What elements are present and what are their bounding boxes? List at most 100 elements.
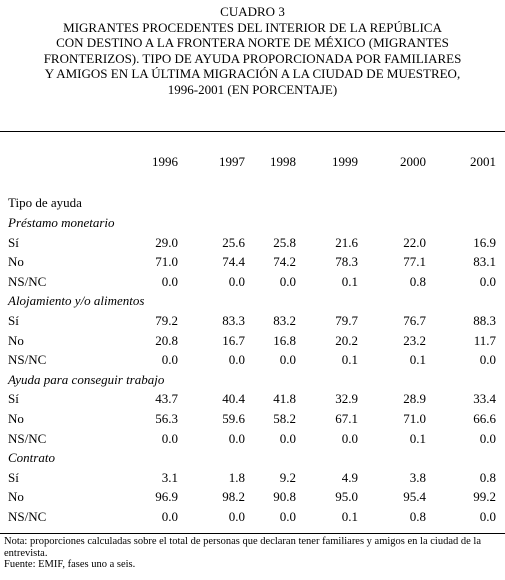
table-cell: 40.4 [222, 391, 245, 407]
year-header: 1996 [152, 154, 178, 169]
table-cell: 67.1 [335, 411, 358, 426]
table-cell: 22.0 [403, 234, 426, 250]
table-notes: Nota: proporciones calculadas sobre el t… [4, 536, 502, 571]
row-label: NS/NC [8, 273, 47, 289]
table-cell: 96.9 [155, 489, 178, 505]
row-label: Sí [8, 313, 19, 328]
table-cell: 78.3 [335, 254, 358, 270]
table-cell: 66.6 [473, 411, 496, 426]
table-cell: 76.7 [403, 313, 426, 328]
table-cell: 16.8 [273, 332, 296, 348]
table-cell: 0.1 [409, 352, 426, 368]
table-cell: 33.4 [473, 391, 496, 407]
table-cell: 3.1 [161, 469, 178, 485]
table-cell: 32.9 [335, 391, 358, 407]
table-cell: 71.0 [155, 254, 178, 270]
table-cell: 11.7 [473, 332, 496, 348]
table-cell: 95.4 [403, 489, 426, 505]
table-cell: 74.2 [273, 254, 296, 270]
bottom-rule [0, 533, 505, 534]
table-cell: 0.8 [409, 509, 426, 524]
table-cell: 0.0 [161, 430, 178, 446]
table-cell: 0.8 [479, 469, 496, 485]
table-cell: 43.7 [155, 391, 178, 407]
title-line: CUADRO 3 [220, 4, 285, 19]
table-cell: 4.9 [341, 469, 358, 485]
table-cell: 83.1 [473, 254, 496, 270]
table-cell: 20.8 [155, 332, 178, 348]
table-cell: 0.0 [479, 352, 496, 368]
table-cell: 0.8 [409, 273, 426, 289]
table-cell: 0.0 [161, 273, 178, 289]
table-cell: 0.0 [479, 273, 496, 289]
table-cell: 59.6 [222, 411, 245, 426]
table-cell: 0.0 [161, 352, 178, 368]
table-cell: 28.9 [403, 391, 426, 407]
table-title: CUADRO 3 MIGRANTES PROCEDENTES DEL INTER… [0, 4, 505, 97]
row-label: Sí [8, 469, 19, 485]
table-cell: 23.2 [403, 332, 426, 348]
table-cell: 0.0 [279, 430, 296, 446]
top-rule [0, 131, 505, 132]
table-cell: 0.0 [341, 430, 358, 446]
note-text: Nota: proporciones calculadas sobre el t… [4, 536, 481, 559]
table-cell: 98.2 [222, 489, 245, 505]
table-cell: 0.0 [479, 430, 496, 446]
group-heading: Ayuda para conseguir trabajo [8, 371, 165, 387]
table-cell: 21.6 [335, 234, 358, 250]
table-cell: 58.2 [273, 411, 296, 426]
row-label: NS/NC [8, 352, 47, 368]
table-cell: 25.6 [222, 234, 245, 250]
table-cell: 16.7 [222, 332, 245, 348]
row-label: NS/NC [8, 430, 47, 446]
table-cell: 0.1 [341, 509, 358, 524]
table-cell: 0.1 [341, 273, 358, 289]
year-header: 1998 [270, 154, 296, 169]
table-cell: 0.0 [228, 430, 245, 446]
row-label: Sí [8, 391, 19, 407]
title-line: MIGRANTES PROCEDENTES DEL INTERIOR DE LA… [63, 19, 442, 35]
row-label: Sí [8, 234, 19, 250]
table-cell: 0.0 [479, 509, 496, 524]
table-cell: 3.8 [409, 469, 426, 485]
table-cell: 0.1 [409, 430, 426, 446]
table-cell: 0.0 [228, 352, 245, 368]
table-cell: 0.0 [279, 273, 296, 289]
table-cell: 77.1 [403, 254, 426, 270]
table-cell: 56.3 [155, 411, 178, 426]
header-label: Tipo de ayuda [8, 195, 82, 210]
title-line: CON DESTINO A LA FRONTERA NORTE DE MÉXIC… [56, 35, 449, 50]
table-cell: 16.9 [473, 234, 496, 250]
table-cell: 0.0 [228, 509, 245, 524]
group-heading: Préstamo monetario [8, 215, 115, 230]
table-cell: 83.3 [222, 313, 245, 328]
row-label: No [8, 254, 24, 270]
table-cell: 20.2 [335, 332, 358, 348]
title-line: FRONTERIZOS). TIPO DE AYUDA PROPORCIONAD… [43, 50, 462, 66]
table-cell: 71.0 [403, 411, 426, 426]
table-cell: 9.2 [279, 469, 296, 485]
table-cell: 0.0 [279, 509, 296, 524]
table-cell: 29.0 [155, 234, 178, 250]
group-heading: Contrato [8, 450, 55, 466]
table-cell: 74.4 [222, 254, 245, 270]
source-text: Fuente: EMIF, fases uno a seis. [4, 559, 136, 570]
year-header: 2000 [400, 154, 426, 169]
table-cell: 1.8 [228, 469, 245, 485]
table-cell: 79.2 [155, 313, 178, 328]
title-line: 1996-2001 (EN PORCENTAJE) [167, 81, 338, 97]
table-cell: 83.2 [273, 313, 296, 328]
year-header: 2001 [470, 154, 496, 169]
table-cell: 0.0 [228, 273, 245, 289]
year-header: 1997 [219, 154, 245, 169]
row-label: No [8, 332, 24, 348]
table-cell: 95.0 [335, 489, 358, 505]
year-header: 1999 [332, 154, 358, 169]
row-label: No [8, 411, 24, 426]
row-label: No [8, 489, 24, 505]
table-cell: 79.7 [335, 313, 358, 328]
row-label: NS/NC [8, 509, 47, 524]
table-cell: 0.0 [279, 352, 296, 368]
table-cell: 25.8 [273, 234, 296, 250]
title-line: Y AMIGOS EN LA ÚLTIMA MIGRACIÓN A LA CIU… [44, 66, 461, 81]
